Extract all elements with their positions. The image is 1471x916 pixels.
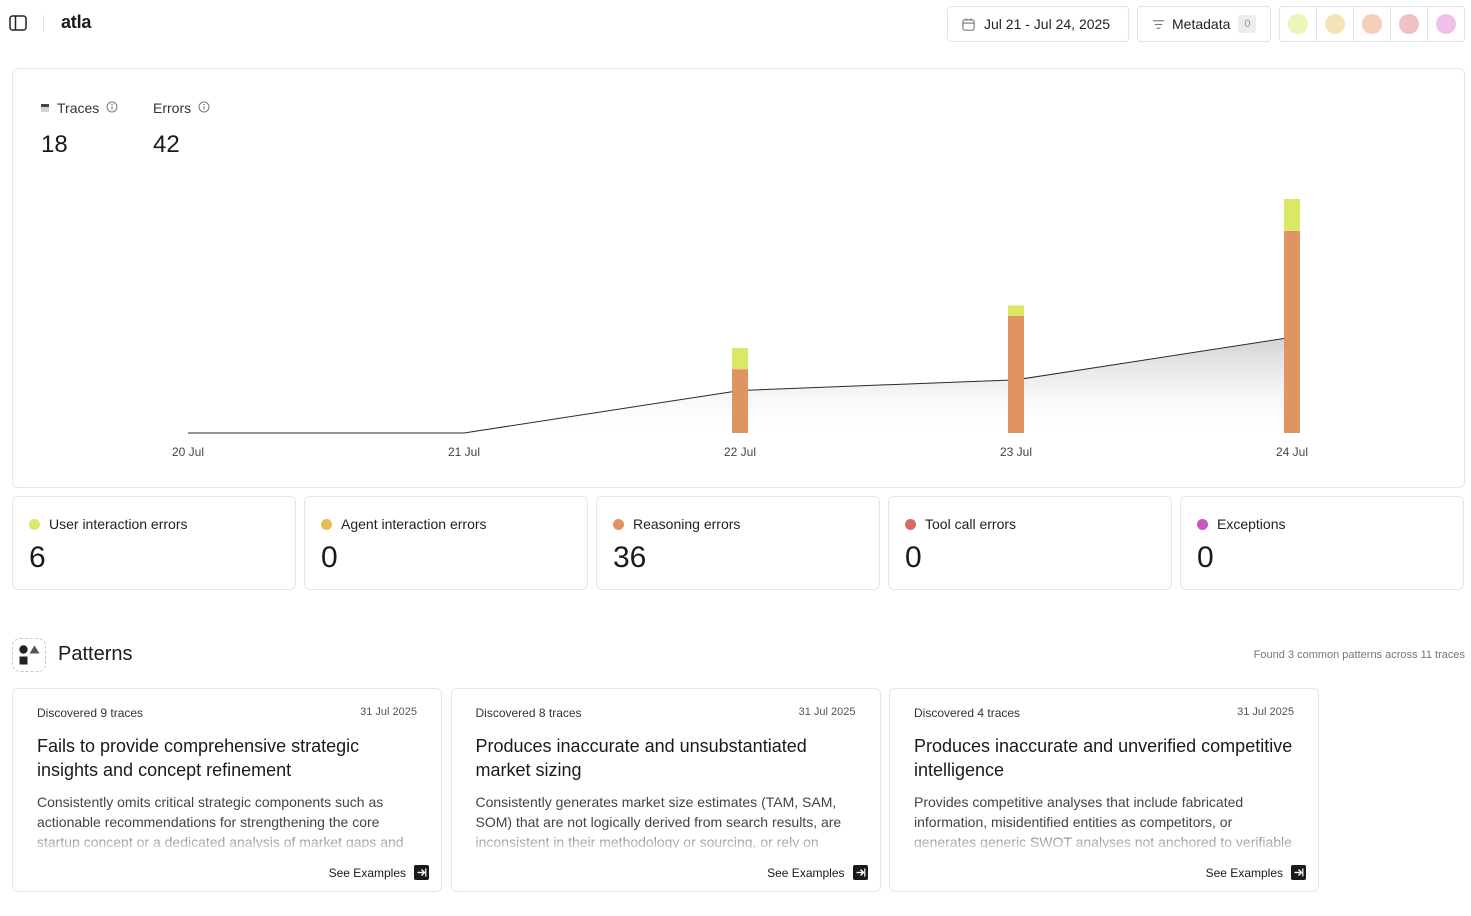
error-category-label: User interaction errors [49,516,188,532]
bar-segment-reasoning [1284,230,1300,433]
arrow-right-icon [1291,865,1306,880]
see-examples-label: See Examples [1205,865,1283,880]
error-category-count: 36 [613,541,647,574]
error-category-card[interactable]: Reasoning errors 36 [596,496,880,590]
error-category-header: User interaction errors [29,516,279,532]
errors-kpi: Errors 42 [153,99,210,159]
error-category-card[interactable]: Agent interaction errors 0 [304,496,588,590]
pattern-title: Fails to provide comprehensive strategic… [37,736,360,780]
pattern-card[interactable]: Discovered 4 traces 31 Jul 2025 Produces i… [889,688,1319,892]
see-examples-label: See Examples [328,865,406,880]
metadata-count-badge: 0 [1238,15,1257,33]
traces-value: 18 [41,131,68,158]
x-tick-label: 20 Jul [172,445,204,459]
category-color-dot [29,518,40,530]
traces-errors-chart-card: Traces 18 Errors 42 20 Jul 21 Jul 22 Jul 23… [12,68,1465,488]
swatch-dot [1399,14,1419,34]
calendar-icon [962,17,975,31]
error-category-header: Exceptions [1197,516,1447,532]
top-bar: atla Jul 21 - Jul 24, 2025 Metadata 0 [0,0,1471,48]
pattern-date: 31 Jul 2025 [360,706,417,718]
error-category-label: Reasoning errors [633,516,741,532]
pattern-card[interactable]: Discovered 8 traces 31 Jul 2025 Produces i… [450,688,881,892]
error-category-card[interactable]: Exceptions 0 [1180,496,1464,590]
pattern-description: Consistently generates market size estim… [475,794,842,848]
arrow-right-icon [852,865,868,880]
errors-value: 42 [153,131,180,158]
date-range-label: Jul 21 - Jul 24, 2025 [984,16,1111,32]
see-examples-button[interactable]: See Examples [1206,865,1306,880]
see-examples-button[interactable]: See Examples [329,865,429,880]
pattern-date: 31 Jul 2025 [798,706,856,718]
category-color-dot [1197,518,1208,530]
swatch-dot [1362,14,1382,34]
metadata-label: Metadata [1172,16,1231,32]
patterns-summary: Found 3 common patterns across 11 traces [1253,649,1465,661]
metadata-filter-button[interactable]: Metadata 0 [1137,6,1271,42]
bar-segment-reasoning [1008,316,1024,433]
header-divider [43,15,44,32]
pattern-title: Produces inaccurate and unverified compe… [914,736,1293,780]
error-category-header: Reasoning errors [613,516,863,532]
see-examples-button[interactable]: See Examples [767,865,868,880]
error-category-header: Tool call errors [905,516,1155,532]
errors-label: Errors [153,100,192,116]
error-category-label: Tool call errors [925,516,1017,532]
app-title: atla [61,12,92,32]
error-category-count: 0 [1197,541,1214,574]
error-category-card[interactable]: User interaction errors 6 [12,496,296,590]
x-tick-label: 22 Jul [724,445,756,459]
swatch-user-interaction[interactable] [1280,7,1317,41]
pattern-description: Provides competitive analyses that inclu… [914,794,1292,848]
x-tick-label: 21 Jul [448,445,480,459]
bar-segment-user-interaction [732,347,748,370]
pattern-title: Produces inaccurate and unsubstantiated … [475,736,807,780]
traces-kpi: Traces 18 [41,99,118,159]
swatch-exceptions[interactable] [1428,7,1464,41]
pattern-description: Consistently omits critical strategic co… [37,794,404,848]
see-examples-label: See Examples [767,865,845,880]
error-category-count: 0 [905,541,922,574]
x-tick-label: 23 Jul [1000,445,1032,459]
x-tick-label: 24 Jul [1276,445,1308,459]
bar-segment-reasoning [732,369,748,433]
pattern-discovered-count: Discovered 4 traces [914,706,1021,720]
pattern-discovered-count: Discovered 8 traces [475,706,582,720]
pattern-card[interactable]: Discovered 9 traces 31 Jul 2025 Fails to p… [12,688,442,892]
filter-icon [1152,19,1165,29]
category-filter-swatches [1279,6,1465,42]
traces-label: Traces [57,100,100,116]
patterns-icon [12,638,46,672]
pattern-date: 31 Jul 2025 [1237,706,1294,718]
swatch-reasoning[interactable] [1354,7,1391,41]
errors-over-time-chart: 20 Jul 21 Jul 22 Jul 23 Jul 24 Jul [172,199,1308,459]
error-category-label: Exceptions [1217,516,1286,532]
pattern-discovered-count: Discovered 9 traces [37,706,144,720]
category-color-dot [321,518,332,530]
patterns-title: Patterns [58,643,133,665]
swatch-dot [1325,14,1345,34]
swatch-dot [1436,14,1456,34]
swatch-dot [1288,14,1308,34]
bar-segment-user-interaction [1008,305,1024,316]
category-color-dot [613,518,624,530]
info-icon[interactable] [198,100,210,116]
category-color-dot [905,518,916,530]
date-range-button[interactable]: Jul 21 - Jul 24, 2025 [947,6,1129,42]
bar-segment-user-interaction [1284,199,1300,231]
info-icon[interactable] [106,100,118,116]
error-category-header: Agent interaction errors [321,516,571,532]
swatch-tool-call[interactable] [1391,7,1428,41]
swatch-agent-interaction[interactable] [1317,7,1354,41]
error-category-count: 0 [321,541,338,574]
error-category-card[interactable]: Tool call errors 0 [888,496,1172,590]
error-category-label: Agent interaction errors [341,516,487,532]
sidebar-toggle-icon[interactable] [8,13,28,33]
error-category-count: 6 [29,541,46,574]
arrow-right-icon [414,865,429,880]
traces-legend-icon [41,104,49,112]
